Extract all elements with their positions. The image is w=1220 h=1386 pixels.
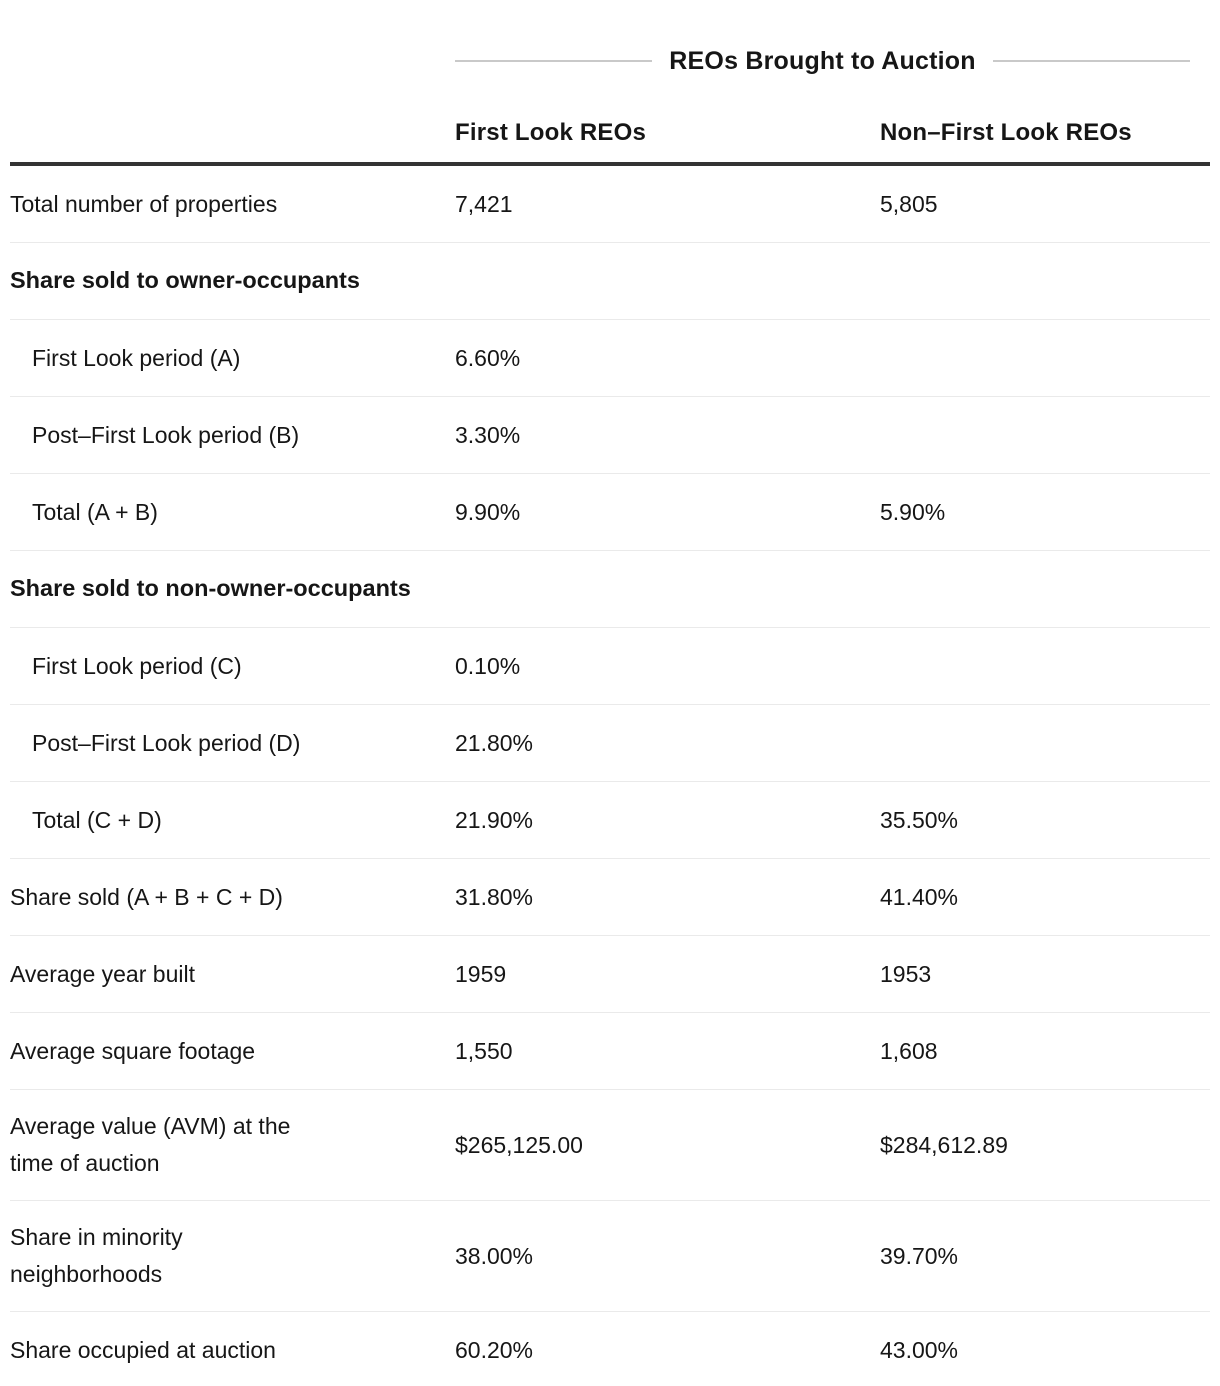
row-label: Post–First Look period (D): [32, 729, 301, 756]
row-value-first-look: 38.00%: [455, 1242, 534, 1269]
table-body: Total number of properties 7,421 5,805 S…: [10, 166, 1210, 1386]
row-label: Average square footage: [10, 1037, 256, 1064]
row-label-cell: Average year built: [10, 956, 455, 993]
row-label-cell: First Look period (A): [10, 340, 455, 377]
row-value-non-first-look: 43.00%: [880, 1336, 959, 1363]
table-row: Total (C + D) 21.90% 35.50%: [10, 781, 1210, 858]
table-row: Share occupied at auction 60.20% 43.00%: [10, 1311, 1210, 1386]
title-rule-right: [992, 60, 1191, 62]
row-value-first-look: 0.10%: [455, 652, 521, 679]
row-value-first-look: $265,125.00: [455, 1131, 583, 1158]
table-title: REOs Brought to Auction: [669, 46, 976, 75]
row-label: First Look period (C): [32, 652, 242, 679]
table-row: Post–First Look period (B) 3.30%: [10, 396, 1210, 473]
row-label-cell: First Look period (C): [10, 648, 455, 685]
row-value-first-look: 1959: [455, 960, 507, 987]
row-value-non-first-look: 5,805: [880, 190, 938, 217]
table-row: Average value (AVM) at the time of aucti…: [10, 1089, 1210, 1200]
reo-auction-table: REOs Brought to Auction First Look REOs …: [10, 0, 1210, 1386]
row-value-non-first-look: 1,608: [880, 1037, 938, 1064]
row-label: Total (A + B): [32, 498, 158, 525]
table-row: Post–First Look period (D) 21.80%: [10, 704, 1210, 781]
row-label-cell: Share sold to non-owner-occupants: [10, 570, 598, 608]
row-value-first-look: 21.80%: [455, 729, 534, 756]
row-value-non-first-look: 1953: [880, 960, 932, 987]
table-row: Share sold to owner-occupants: [10, 242, 1210, 319]
row-value-first-look: 31.80%: [455, 883, 534, 910]
column-header-first-look: First Look REOs: [455, 119, 647, 146]
row-value-non-first-look: $284,612.89: [880, 1131, 1008, 1158]
row-value-first-look: 21.90%: [455, 806, 534, 833]
row-label: Total number of properties: [10, 190, 278, 217]
row-label-cell: Post–First Look period (D): [10, 725, 455, 762]
row-label: Average year built: [10, 960, 195, 987]
table-row: Share in minority neighborhoods 38.00% 3…: [10, 1200, 1210, 1311]
table-row: Average year built 1959 1953: [10, 935, 1210, 1012]
table-header: REOs Brought to Auction First Look REOs …: [10, 0, 1210, 166]
row-value-first-look: 60.20%: [455, 1336, 534, 1363]
table-row: First Look period (A) 6.60%: [10, 319, 1210, 396]
row-label: Average value (AVM) at the time of aucti…: [10, 1113, 291, 1176]
column-header-non-first-look: Non–First Look REOs: [880, 119, 1132, 146]
row-value-first-look: 1,550: [455, 1037, 513, 1064]
table-row: Total number of properties 7,421 5,805: [10, 166, 1210, 242]
row-label: Share occupied at auction: [10, 1336, 276, 1363]
table-row: First Look period (C) 0.10%: [10, 627, 1210, 704]
row-value-non-first-look: 35.50%: [880, 806, 959, 833]
row-value-first-look: 9.90%: [455, 498, 521, 525]
title-rule-left: [455, 60, 653, 62]
row-label: First Look period (A): [32, 344, 241, 371]
row-label: Share sold (A + B + C + D): [10, 883, 283, 910]
row-value-first-look: 7,421: [455, 190, 513, 217]
row-value-non-first-look: 5.90%: [880, 498, 946, 525]
row-label-cell: Share in minority neighborhoods: [10, 1219, 455, 1293]
row-value-non-first-look: 39.70%: [880, 1242, 959, 1269]
title-wrap: REOs Brought to Auction: [455, 47, 1210, 76]
table-row: Share sold to non-owner-occupants: [10, 550, 1210, 627]
row-label-cell: Share sold (A + B + C + D): [10, 879, 455, 916]
row-label-cell: Average value (AVM) at the time of aucti…: [10, 1108, 455, 1182]
row-label-cell: Total (C + D): [10, 802, 455, 839]
row-label-cell: Total (A + B): [10, 494, 455, 531]
table-row: Share sold (A + B + C + D) 31.80% 41.40%: [10, 858, 1210, 935]
row-value-first-look: 3.30%: [455, 421, 521, 448]
table-row: Average square footage 1,550 1,608: [10, 1012, 1210, 1089]
column-header-row: First Look REOs Non–First Look REOs: [10, 104, 1210, 162]
row-label: Share sold to owner-occupants: [10, 267, 360, 294]
row-label: Share in minority neighborhoods: [10, 1224, 183, 1287]
row-label: Share sold to non-owner-occupants: [10, 575, 411, 602]
row-label-cell: Share sold to owner-occupants: [10, 262, 572, 300]
row-label-cell: Average square footage: [10, 1033, 455, 1070]
row-label: Post–First Look period (B): [32, 421, 300, 448]
table-row: Total (A + B) 9.90% 5.90%: [10, 473, 1210, 550]
table-title-row: REOs Brought to Auction: [10, 0, 1210, 104]
row-label: Total (C + D): [32, 806, 162, 833]
row-value-first-look: 6.60%: [455, 344, 521, 371]
row-label-cell: Share occupied at auction: [10, 1332, 455, 1369]
row-label-cell: Post–First Look period (B): [10, 417, 455, 454]
row-value-non-first-look: 41.40%: [880, 883, 959, 910]
row-label-cell: Total number of properties: [10, 186, 455, 223]
